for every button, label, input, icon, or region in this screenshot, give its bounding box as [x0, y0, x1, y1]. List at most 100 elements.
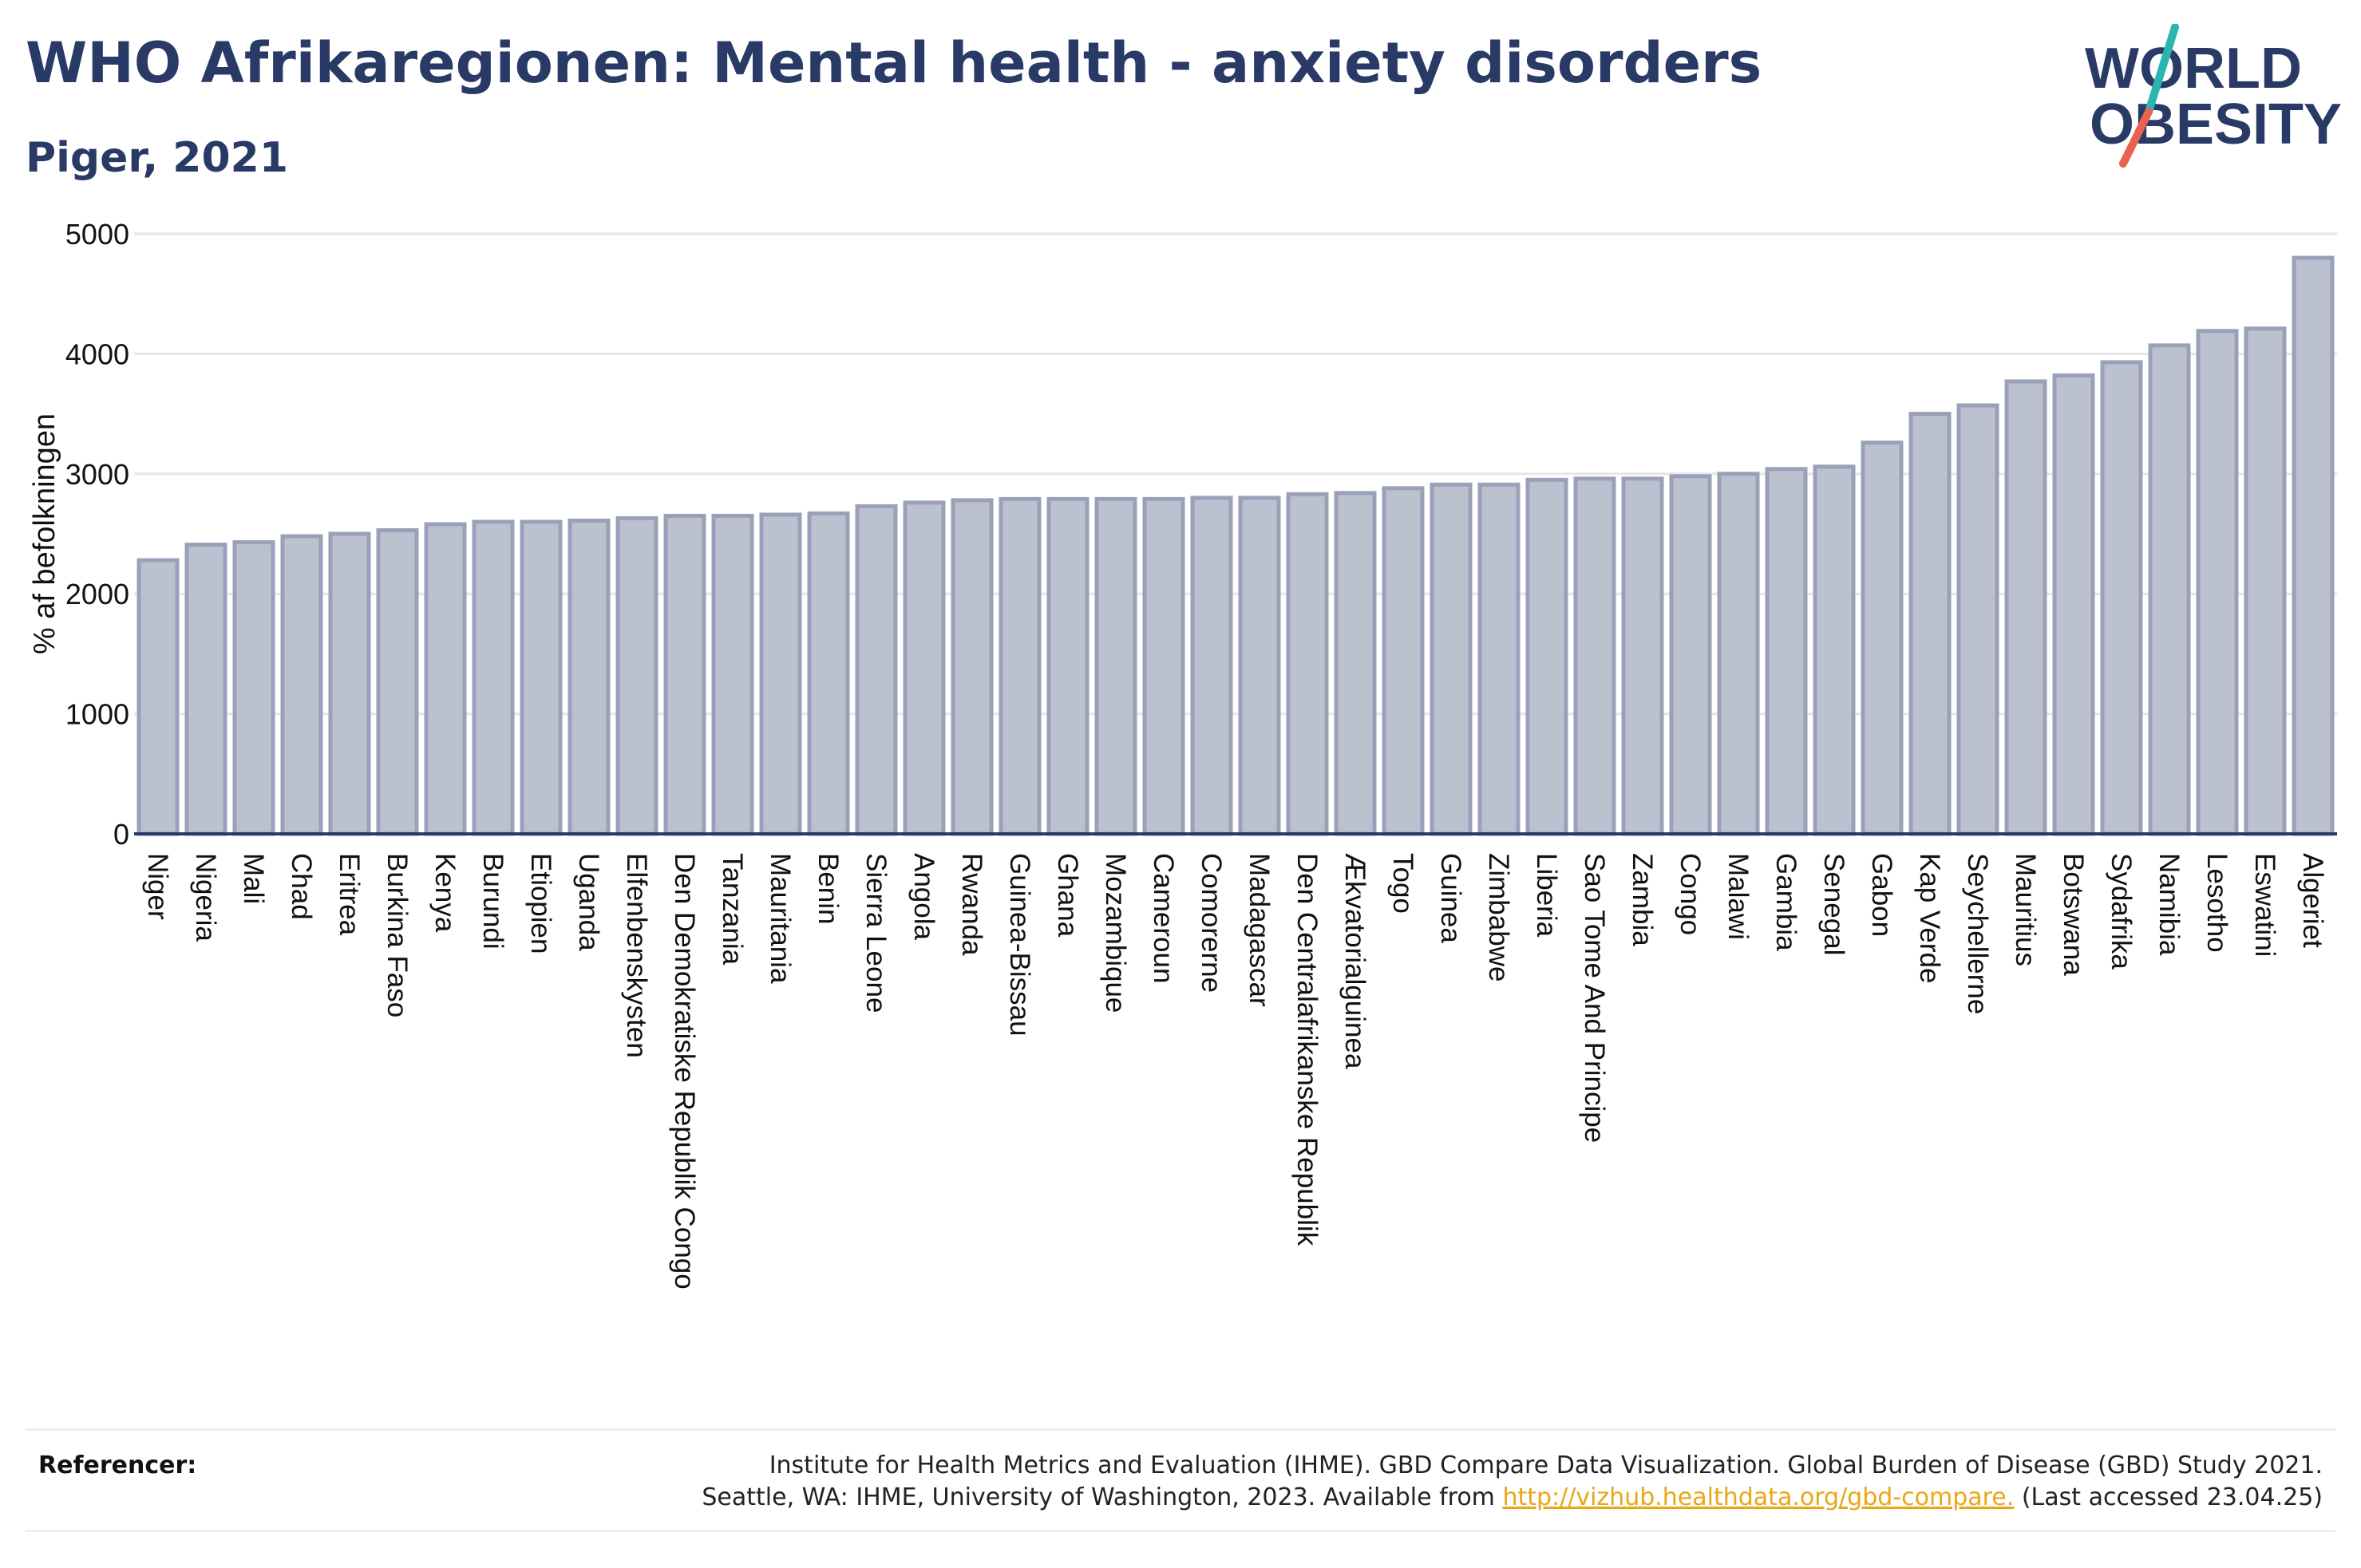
x-tick-label: Kenya: [429, 853, 461, 933]
x-tick-label: Seychellerne: [1962, 853, 1993, 1014]
bar: [1765, 467, 1808, 836]
y-tick-label: 5000: [65, 218, 129, 251]
x-tick-label: Elfenbenskysten: [621, 853, 652, 1058]
x-tick-label: Madagascar: [1244, 853, 1275, 1007]
bar: [759, 512, 802, 836]
x-tick-label: Nigeria: [190, 853, 221, 942]
bar-chart: 0 1000 2000 3000 4000 5000 Niger Nigeria Mali Ch…: [28, 218, 2337, 1290]
x-tick-labels: Niger Nigeria Mali Chad Eritrea Burkina Faso K…: [142, 853, 2328, 1290]
bar: [1717, 472, 1760, 836]
bar: [2244, 326, 2287, 836]
x-tick-label: Burkina Faso: [382, 853, 413, 1017]
y-tick-label: 1000: [65, 698, 129, 731]
y-tick-label: 0: [113, 818, 129, 851]
bar: [1190, 496, 1233, 836]
bar: [2196, 329, 2239, 836]
bar: [855, 504, 898, 836]
bar: [232, 540, 275, 836]
x-tick-label: Comorerne: [1196, 853, 1227, 993]
x-tick-label: Algeriet: [2297, 853, 2328, 948]
world-obesity-logo: WORLD OBESITY: [2085, 24, 2342, 168]
x-tick-label: Gambia: [1770, 853, 1801, 951]
x-tick-label: Zimbabwe: [1483, 853, 1514, 981]
bar: [999, 496, 1042, 836]
logo-slash-top: [2145, 24, 2179, 116]
bar: [136, 558, 180, 836]
x-tick-label: Lesotho: [2201, 853, 2232, 953]
x-tick-label: Sao Tome And Principe: [1579, 853, 1610, 1143]
x-tick-label: Senegal: [1818, 853, 1849, 955]
bar: [1621, 476, 1664, 836]
reference-line-1: Institute for Health Metrics and Evaluat…: [769, 1451, 2323, 1479]
x-tick-label: Uganda: [573, 853, 604, 951]
x-tick-label: Niger: [142, 853, 173, 920]
x-tick-label: Guinea-Bissau: [1004, 853, 1035, 1037]
references-section: Referencer: Institute for Health Metrics…: [26, 1428, 2335, 1532]
bar: [1286, 492, 1329, 836]
y-tick-label: 3000: [65, 458, 129, 491]
x-tick-label: Den Demokratiske Republik Congo: [669, 853, 700, 1290]
x-tick-label: Chad: [286, 853, 317, 920]
x-tick-label: Kap Verde: [1914, 853, 1945, 983]
x-tick-label: Guinea: [1435, 853, 1466, 943]
bar: [1525, 477, 1568, 836]
x-tick-label: Etiopien: [525, 853, 556, 954]
x-tick-label: Zambia: [1627, 853, 1658, 946]
bar: [2004, 379, 2047, 836]
logo-text-world: WORLD: [2085, 37, 2302, 101]
bar: [1813, 464, 1856, 836]
x-tick-label: Angola: [908, 853, 939, 941]
bar: [376, 527, 419, 836]
chart-title: WHO Afrikaregionen: Mental health - anxi…: [26, 30, 1762, 96]
bar: [424, 522, 467, 836]
bar: [280, 534, 323, 836]
x-tick-label: Benin: [813, 853, 844, 925]
reference-line-2-prefix: Seattle, WA: IHME, University of Washing…: [702, 1483, 1503, 1511]
x-tick-label: Ækvatorialguinea: [1339, 853, 1370, 1069]
references-label: Referencer:: [38, 1451, 197, 1479]
bar: [1861, 440, 1904, 836]
bar: [1142, 496, 1185, 836]
bar: [1573, 476, 1616, 836]
bar: [1908, 412, 1952, 836]
reference-line-2: Seattle, WA: IHME, University of Washing…: [702, 1482, 2323, 1514]
bar: [807, 511, 850, 836]
x-tick-label: Namibia: [2153, 853, 2185, 956]
x-tick-label: Malawi: [1722, 853, 1754, 940]
bar: [951, 498, 994, 836]
y-tick-label: 2000: [65, 578, 129, 610]
bar: [1334, 491, 1377, 836]
bar: [903, 500, 946, 836]
x-tick-label: Eswatini: [2249, 853, 2280, 957]
bar: [1046, 496, 1090, 836]
bar: [2052, 373, 2095, 836]
y-axis-label: % af befolkningen: [28, 413, 61, 654]
bar: [2100, 360, 2143, 836]
bar: [615, 515, 658, 836]
x-tick-label: Togo: [1387, 853, 1418, 914]
reference-link[interactable]: http://vizhub.healthdata.org/gbd-compare…: [1502, 1483, 2015, 1511]
x-tick-label: Mauritius: [2010, 853, 2041, 966]
x-tick-label: Sierra Leone: [860, 853, 892, 1013]
logo-slash-bottom: [2119, 108, 2153, 168]
bar: [2148, 343, 2191, 836]
bar: [520, 519, 563, 836]
x-tick-label: Liberia: [1531, 853, 1562, 938]
bar: [472, 519, 515, 836]
y-tick-label: 4000: [65, 338, 129, 370]
x-tick-label: Mauritania: [765, 853, 796, 984]
chart-subtitle: Piger, 2021: [26, 134, 289, 182]
x-tick-label: Den Centralafrikanske Republik: [1291, 853, 1323, 1246]
x-tick-label: Ghana: [1052, 853, 1083, 938]
bar: [1238, 496, 1281, 836]
y-tick-labels: 0 1000 2000 3000 4000 5000: [65, 218, 129, 851]
bar: [1430, 482, 1473, 836]
x-tick-label: Sydafrika: [2106, 853, 2137, 970]
reference-line-2-suffix: (Last accessed 23.04.25): [2014, 1483, 2323, 1511]
bar: [663, 513, 706, 836]
x-tick-label: Botswana: [2058, 853, 2089, 976]
bar: [1477, 482, 1521, 836]
x-tick-label: Burundi: [477, 853, 508, 950]
bar: [711, 513, 754, 836]
x-tick-label: Cameroun: [1148, 853, 1179, 983]
